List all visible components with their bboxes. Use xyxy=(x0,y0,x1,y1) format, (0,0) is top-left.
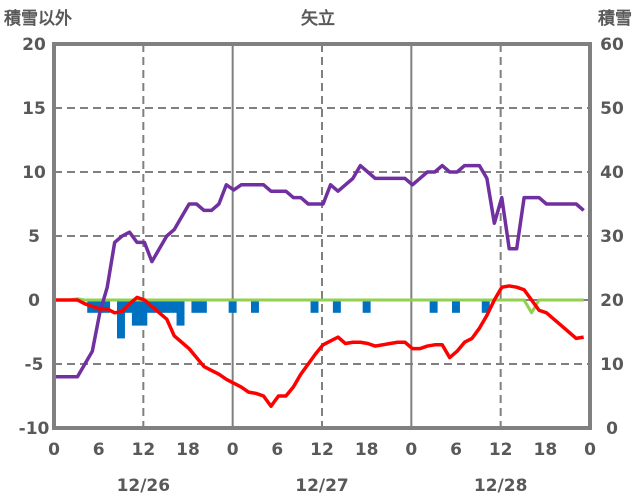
x-tick: 18 xyxy=(533,440,557,460)
x-tick: 6 xyxy=(271,440,283,460)
precip-bar xyxy=(198,300,207,313)
x-tick: 0 xyxy=(48,440,60,460)
precip-bar xyxy=(102,300,111,313)
x-tick: 12 xyxy=(310,440,334,460)
y-tick-right: 20 xyxy=(600,291,624,311)
y-tick-left: 0 xyxy=(28,291,40,311)
y-tick-left: -5 xyxy=(25,355,44,375)
plot-frame xyxy=(52,42,592,430)
y-tick-left: 10 xyxy=(22,163,46,183)
x-tick: 6 xyxy=(450,440,462,460)
y-tick-left: 15 xyxy=(22,99,46,119)
y-tick-right: 60 xyxy=(600,35,624,55)
precip-bar xyxy=(191,300,200,313)
chart-title: 矢立 xyxy=(301,8,335,29)
series-lines xyxy=(55,163,585,408)
precip-bar xyxy=(176,300,185,326)
left-axis-label: 積雪以外 xyxy=(4,8,72,29)
y-tick-right: 40 xyxy=(600,163,624,183)
precip-bar xyxy=(154,300,163,313)
y-tick-right: 50 xyxy=(600,99,624,119)
x-tick: 12 xyxy=(489,440,513,460)
x-tick: 18 xyxy=(176,440,200,460)
x-tick: 18 xyxy=(355,440,379,460)
x-tick: 12 xyxy=(131,440,155,460)
y-tick-left: -10 xyxy=(19,419,50,439)
date-label: 12/28 xyxy=(474,476,528,496)
date-label: 12/27 xyxy=(295,476,349,496)
precip-bar xyxy=(310,300,319,313)
y-tick-left: 5 xyxy=(28,227,40,247)
precip-bar xyxy=(429,300,438,313)
precip-bar xyxy=(332,300,341,313)
x-tick: 0 xyxy=(405,440,417,460)
x-tick: 0 xyxy=(584,440,596,460)
date-label: 12/26 xyxy=(117,476,171,496)
temperature-line xyxy=(55,284,584,408)
right-axis-label: 積雪 xyxy=(598,8,632,29)
precip-bar xyxy=(452,300,460,313)
precip-bars xyxy=(87,300,490,339)
precip-bar xyxy=(362,300,371,313)
precip-bar xyxy=(228,300,237,313)
precip-bar xyxy=(117,300,125,339)
x-tick: 6 xyxy=(93,440,105,460)
precip-bar xyxy=(481,300,490,313)
precip-bar xyxy=(94,300,103,313)
precip-bar xyxy=(251,300,259,313)
precip-bar xyxy=(131,300,140,326)
y-tick-right: 30 xyxy=(600,227,624,247)
y-tick-right: 10 xyxy=(600,355,624,375)
precip-bar xyxy=(139,300,148,326)
snow_depth-line xyxy=(55,163,585,379)
y-tick-right: 0 xyxy=(606,419,618,439)
x-tick: 0 xyxy=(227,440,239,460)
y-tick-left: 20 xyxy=(22,35,46,55)
precip-bar xyxy=(161,300,170,313)
precip-bar xyxy=(169,300,178,313)
